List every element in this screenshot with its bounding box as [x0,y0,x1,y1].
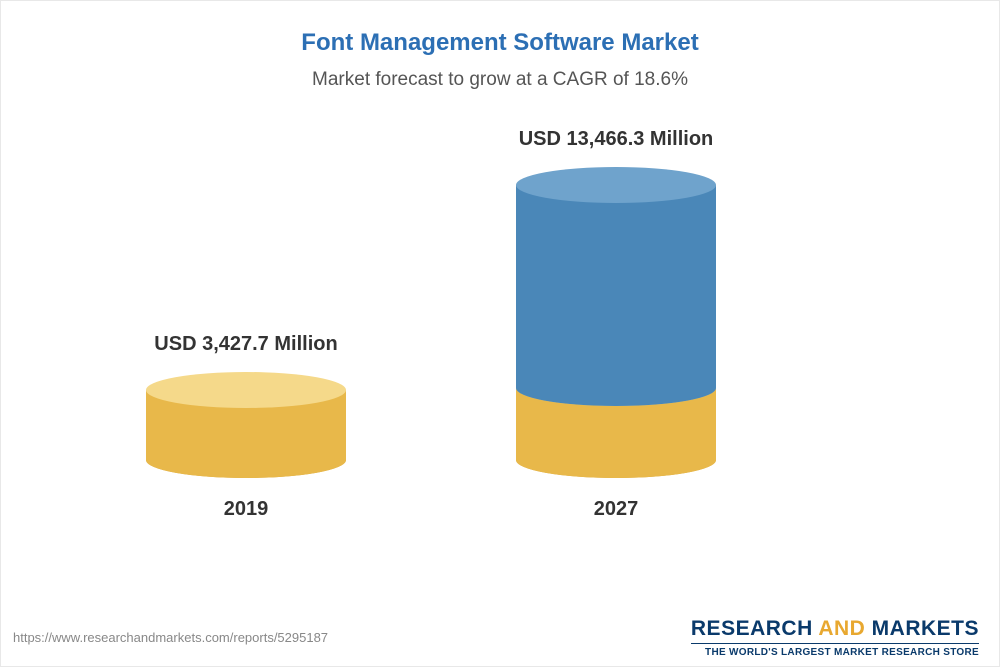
chart-header: Font Management Software Market Market f… [1,1,999,91]
cylinder-2019 [146,372,346,478]
logo-tagline: THE WORLD'S LARGEST MARKET RESEARCH STOR… [691,643,979,658]
cylinder-2027 [516,167,716,478]
source-url: https://www.researchandmarkets.com/repor… [13,630,328,645]
logo-word-and: AND [818,617,865,640]
bar-2027-year-label: 2027 [516,498,716,521]
chart-subtitle: Market forecast to grow at a CAGR of 18.… [1,69,999,91]
footer: https://www.researchandmarkets.com/repor… [1,608,999,666]
bar-2019-year-label: 2019 [146,498,346,521]
bar-2027: USD 13,466.3 Million 2027 [516,128,716,521]
bar-2019-value-label: USD 3,427.7 Million [146,333,346,356]
bar-2019: USD 3,427.7 Million 2019 [146,333,346,521]
chart-area: USD 3,427.7 Million 2019 USD 13,466.3 Mi… [1,111,999,561]
logo-text: RESEARCH AND MARKETS [691,617,979,641]
chart-title: Font Management Software Market [1,29,999,57]
logo-word-research: RESEARCH [691,617,813,640]
bar-2027-value-label: USD 13,466.3 Million [516,128,716,151]
logo-word-markets: MARKETS [872,617,979,640]
logo: RESEARCH AND MARKETS THE WORLD'S LARGEST… [691,617,979,658]
